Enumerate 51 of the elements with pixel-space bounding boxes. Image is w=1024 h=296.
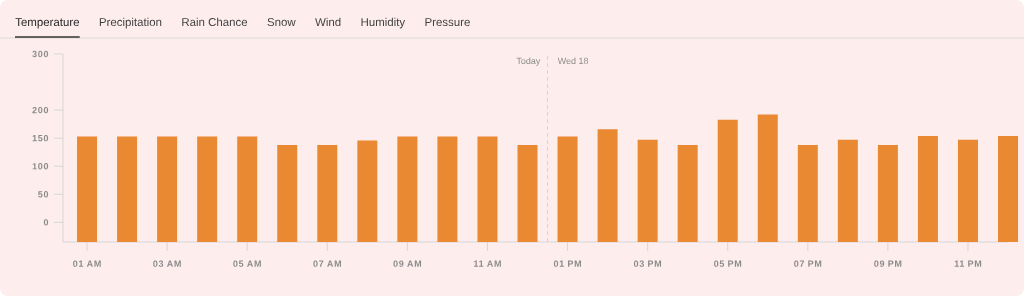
bar xyxy=(517,144,538,242)
bar xyxy=(797,144,818,242)
bar xyxy=(157,136,178,242)
x-tick-label: 01 AM xyxy=(73,260,101,267)
x-tick-label: 11 AM xyxy=(473,260,501,267)
y-tick-label: 0 xyxy=(43,219,49,226)
x-tick-label: 09 AM xyxy=(393,260,422,267)
y-tick-label: 300 xyxy=(32,50,49,58)
bar xyxy=(117,136,138,242)
annotation: Today xyxy=(516,57,541,66)
bar xyxy=(237,136,258,242)
bar xyxy=(837,139,858,242)
bar xyxy=(877,144,898,242)
bar xyxy=(957,139,978,242)
y-tick-label: 100 xyxy=(32,163,49,170)
x-tick-label: 03 PM xyxy=(633,260,662,267)
bar xyxy=(477,136,498,242)
annotation: Wed 18 xyxy=(557,57,589,65)
x-tick-label: 11 PM xyxy=(954,260,982,267)
bar xyxy=(757,114,778,242)
text: Precipitation xyxy=(99,17,162,29)
bar xyxy=(597,129,618,242)
bar xyxy=(677,144,698,242)
y-tick-label: 150 xyxy=(32,135,49,142)
bar xyxy=(397,136,418,242)
x-tick-label: 07 PM xyxy=(794,260,822,267)
chart-title: Temperature xyxy=(15,18,80,29)
bar xyxy=(637,139,658,242)
text: Snow xyxy=(267,18,296,27)
text: Humidity xyxy=(361,17,406,29)
y-tick-label: 50 xyxy=(38,191,49,198)
text: Wind xyxy=(315,17,341,27)
x-tick-label: 09 PM xyxy=(874,260,902,267)
bar xyxy=(317,144,338,242)
bar xyxy=(557,136,578,242)
x-tick-label: 05 PM xyxy=(714,260,742,267)
text: Rain Chance xyxy=(182,17,248,27)
bar xyxy=(917,135,938,242)
bar xyxy=(437,136,458,242)
x-tick-label: 07 AM xyxy=(313,260,341,267)
bar xyxy=(77,136,98,242)
bar xyxy=(197,136,218,242)
bar xyxy=(277,144,298,242)
bar xyxy=(998,135,1019,242)
x-tick-label: 01 PM xyxy=(553,260,581,267)
bar xyxy=(717,119,738,242)
x-tick-label: 03 AM xyxy=(153,260,181,267)
bar xyxy=(357,140,378,242)
x-tick-label: 05 AM xyxy=(233,260,261,267)
text: Pressure xyxy=(425,18,470,27)
y-tick-label: 200 xyxy=(32,106,49,114)
